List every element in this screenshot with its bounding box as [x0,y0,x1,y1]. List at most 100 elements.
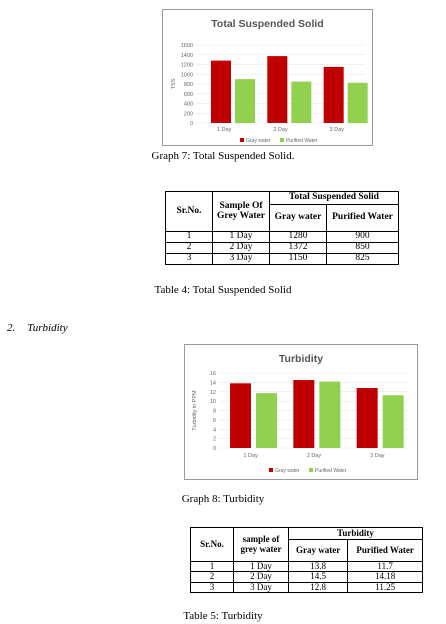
graph8-caption: Graph 8: Turbidity [181,493,265,505]
y-tick-label: 1600 [181,43,193,49]
legend-swatch [280,138,284,142]
cell-sample: 3 Day [233,581,289,594]
tss-table: Sr.No. Sample Of Grey Water Total Suspen… [165,191,399,265]
cell-srno: 2 [165,241,213,254]
bar [256,393,277,448]
cell-gray: 1280 [268,231,328,243]
x-tick-label: 3 Day [370,453,385,459]
y-tick-label: 0 [213,446,216,452]
legend-swatch [269,468,273,472]
cell-srno: 1 [190,560,234,573]
table-row: 3 3 Day 12.8 11.25 [190,581,423,594]
col-sample-header: Sample Of Grey Water [212,191,270,232]
chart-title: Turbidity [279,353,323,365]
y-tick-label: 4 [213,427,216,433]
y-tick-label: 2 [213,437,216,443]
bar [293,380,315,448]
col-srno-header: Sr.No. [165,191,213,232]
bar [382,395,404,448]
table4-caption: Table 4: Total Suspended Solid [154,284,292,296]
col-sample-header: sample of grey water [233,527,289,562]
cell-purified: 11.7 [347,560,423,573]
y-tick-label: 10 [210,399,216,405]
cell-gray: 1372 [268,241,328,254]
cell-sample: 3 Day [212,252,270,265]
y-axis-label: Turbidity in PPM [192,390,198,431]
col-purified-header: Purified Water [326,204,399,232]
table-row: 3 3 Day 1150 825 [165,252,399,265]
bar [230,383,251,448]
cell-srno: 2 [190,571,234,583]
table-row: 2 2 Day 1372 850 [165,241,399,254]
y-axis-label: TSS [171,78,177,89]
cell-gray: 13.8 [287,560,349,573]
col-purified-header: Purified Water [347,539,423,562]
y-tick-label: 1000 [181,72,193,78]
table-row: 1 1 Day 1280 900 [165,231,399,243]
turbidity-chart: Turbidity 0 2 4 6 8 10 12 14 16 Turbidity in PPM 1 … [184,344,418,480]
y-tick-label: 1400 [181,53,193,59]
cell-purified: 11.25 [347,581,423,594]
cell-gray: 14.5 [287,571,349,583]
turbidity-table: Sr.No. sample of grey water Turbidity Gr… [190,527,423,594]
x-tick-label: 1 Day [217,127,232,133]
section-heading: 2. Turbidity [7,322,68,334]
section-title: Turbidity [27,322,68,334]
cell-purified: 850 [326,241,399,254]
tss-chart-svg: Total Suspended Solid 0 200 400 600 800 1000 12… [171,18,368,144]
col-gray-header: Gray water [268,204,328,232]
cell-srno: 3 [165,252,213,265]
table-row: 2 2 Day 14.5 14.18 [190,571,423,583]
x-tick-label: 1 Day [243,453,258,459]
turbidity-chart-svg: Turbidity 0 2 4 6 8 10 12 14 16 Turbidity in PPM 1 … [192,353,409,474]
graph7-caption: Graph 7: Total Suspended Solid. [151,150,295,162]
cell-sample: 1 Day [212,231,270,243]
bar [267,56,288,123]
bar [211,60,231,123]
bar [319,381,341,448]
cell-srno: 3 [190,581,234,594]
x-tick-label: 3 Day [330,127,345,133]
cell-sample: 2 Day [212,241,270,254]
table-row: 1 1 Day 13.8 11.7 [190,560,423,573]
cell-purified: 900 [326,231,399,243]
col-group-header: Total Suspended Solid [269,191,399,205]
cell-purified: 14.18 [347,571,423,583]
x-tick-label: 2 Day [307,453,322,459]
legend-swatch [309,468,313,472]
y-tick-label: 400 [184,102,193,108]
y-tick-label: 14 [210,380,216,386]
tss-chart: Total Suspended Solid 0 200 400 600 800 1000 12… [162,9,373,146]
cell-gray: 12.8 [287,581,349,594]
bar [323,66,344,123]
chart-title: Total Suspended Solid [211,18,323,30]
cell-sample: 1 Day [233,560,289,573]
y-tick-label: 6 [213,418,216,424]
legend-label: Purified Water [286,138,318,144]
y-tick-label: 0 [190,121,193,127]
legend-swatch [240,138,244,142]
bar [347,82,368,123]
section-number: 2. [7,322,16,334]
cell-purified: 825 [326,252,399,265]
cell-srno: 1 [165,231,213,243]
y-tick-label: 16 [210,371,216,377]
table5-caption: Table 5: Turbidity [183,610,263,622]
col-group-header: Turbidity [288,527,423,540]
y-tick-label: 600 [184,92,193,98]
y-tick-label: 200 [184,111,193,117]
y-tick-label: 1200 [181,63,193,69]
y-tick-label: 12 [210,390,216,396]
bar [235,79,255,123]
x-tick-label: 2 Day [273,127,288,133]
col-srno-header: Sr.No. [190,527,234,562]
legend-label: Gray water [246,138,271,144]
bar [291,81,312,123]
legend-label: Purified Water [315,468,347,474]
cell-gray: 1150 [268,252,328,265]
col-gray-header: Gray water [287,539,349,562]
bar [356,388,378,448]
y-tick-label: 8 [213,409,216,415]
cell-sample: 2 Day [233,571,289,583]
y-tick-label: 800 [184,82,193,88]
